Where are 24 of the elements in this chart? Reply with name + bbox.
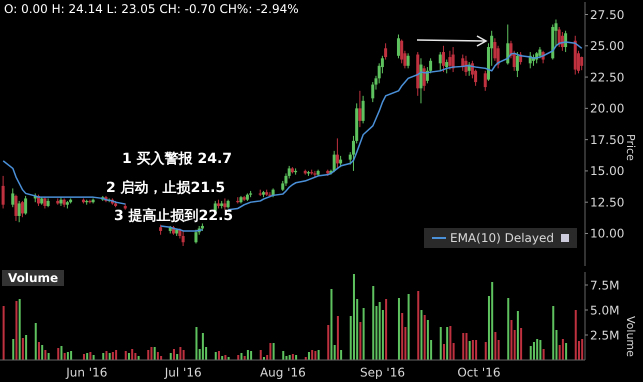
y-tick-label: 17.50 bbox=[590, 132, 624, 147]
y-tick-label: 25.00 bbox=[590, 39, 624, 54]
x-tick-label: Sep '16 bbox=[360, 366, 405, 380]
y-tick-label: 5.0M bbox=[590, 303, 620, 318]
x-tick-label: Jul '16 bbox=[164, 366, 202, 380]
y-tick-label: 7.5M bbox=[590, 278, 620, 292]
x-tick-label: Jun '16 bbox=[65, 366, 108, 380]
chart-title: Volume bbox=[8, 271, 58, 285]
legend-label: EMA(10) Delayed bbox=[450, 231, 554, 245]
x-tick-label: Aug '16 bbox=[260, 366, 306, 380]
y-tick-label: 15.00 bbox=[590, 164, 624, 178]
y-tick-label: 2.5M bbox=[590, 328, 620, 342]
y-tick-label: 22.50 bbox=[590, 70, 624, 84]
y-axis-title: Volume bbox=[624, 316, 638, 358]
y-tick-label: 27.50 bbox=[590, 8, 624, 22]
y-tick-label: 20.00 bbox=[590, 102, 624, 116]
annotation: 1 买入警报 24.7 bbox=[122, 151, 232, 167]
y-tick-label: 10.00 bbox=[590, 226, 624, 241]
annotation: 3 提高止损到22.5 bbox=[114, 208, 234, 224]
x-tick-label: Oct '16 bbox=[457, 366, 500, 380]
y-axis-title: Price bbox=[624, 134, 638, 162]
y-tick-label: 12.50 bbox=[590, 195, 624, 210]
annotation: 2 启动，止损21.5 bbox=[106, 180, 226, 196]
chart-title: O: 0.00 H: 24.14 L: 23.05 CH: -0.70 CH%: -2.94% bbox=[4, 2, 299, 16]
